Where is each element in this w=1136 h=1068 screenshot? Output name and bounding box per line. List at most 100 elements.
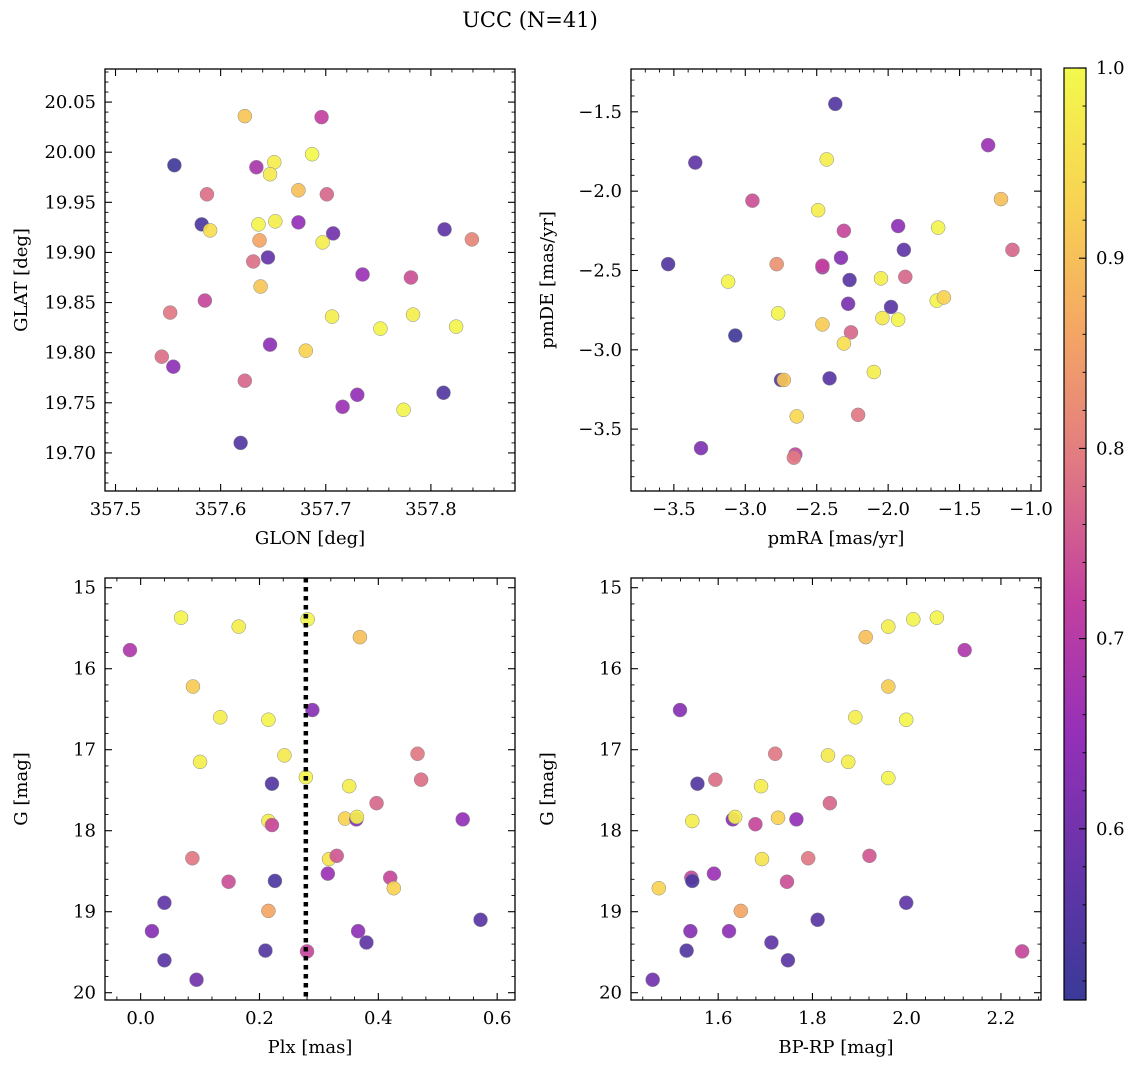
data-point — [645, 972, 660, 988]
data-point — [890, 218, 906, 234]
data-point — [251, 217, 266, 232]
data-point — [660, 256, 676, 272]
data-point — [352, 629, 368, 645]
data-point — [144, 923, 160, 939]
colorbar: 0.6 0.7 0.8 0.9 1.0 — [1063, 58, 1125, 1001]
data-point — [185, 679, 201, 694]
data-point — [261, 903, 276, 919]
y-tick-label: −2.0 — [578, 181, 622, 202]
data-point — [213, 710, 228, 725]
data-point — [679, 943, 694, 958]
data-point — [291, 183, 306, 198]
data-point — [298, 343, 314, 358]
y-axis-label: GLAT [deg] — [11, 228, 32, 332]
data-point — [836, 223, 852, 239]
data-point — [862, 848, 877, 864]
data-point — [260, 250, 276, 265]
data-point — [386, 880, 402, 896]
data-point — [800, 851, 816, 866]
data-point — [721, 923, 737, 939]
data-point — [262, 166, 278, 182]
data-point — [237, 373, 253, 388]
data-point — [890, 312, 906, 327]
data-point — [167, 157, 182, 173]
data-point — [396, 402, 411, 418]
data-point — [264, 776, 280, 791]
data-point — [473, 912, 488, 928]
data-point — [249, 159, 264, 175]
y-tick-label: 19.90 — [44, 242, 96, 263]
colorbar-tick-label: 1.0 — [1096, 58, 1125, 79]
data-point — [672, 702, 688, 718]
x-tick-label: 357.6 — [195, 499, 247, 520]
y-tick-label: 20.05 — [44, 92, 96, 113]
data-point — [843, 325, 859, 340]
data-point — [264, 817, 280, 833]
data-point — [929, 610, 945, 625]
data-point — [786, 450, 802, 465]
y-tick-label: −3.5 — [578, 419, 622, 440]
data-point — [157, 953, 172, 968]
colorbar-tick-label: 0.8 — [1096, 438, 1125, 459]
panel-plx-g: 0.0 0.2 0.4 0.6 15 16 17 18 19 20 Plx [mas] G [mag] — [11, 577, 516, 1058]
data-point — [185, 851, 200, 866]
data-point — [769, 256, 784, 272]
data-layer — [645, 610, 1030, 988]
data-point — [875, 310, 890, 326]
figure-title: UCC (N=41) — [462, 8, 598, 32]
data-point — [706, 866, 722, 881]
data-point — [780, 953, 796, 968]
data-point — [745, 193, 760, 208]
data-point — [883, 299, 899, 315]
data-point — [842, 272, 857, 288]
x-tick-label: −1.5 — [938, 499, 982, 520]
data-point — [898, 712, 914, 727]
data-point — [789, 812, 804, 827]
y-tick-label: 20 — [73, 983, 96, 1004]
data-point — [197, 293, 213, 308]
data-point — [436, 385, 451, 401]
data-point — [258, 943, 273, 958]
data-point — [335, 399, 350, 415]
data-point — [881, 770, 896, 786]
panel-glon-glat: 357.5 357.6 357.7 357.8 19.70 19.75 19.80 19.85… — [11, 68, 516, 549]
data-point — [268, 214, 283, 229]
y-tick-label: 19 — [73, 902, 96, 923]
data-point — [320, 866, 336, 881]
y-tick-label: 16 — [73, 659, 96, 680]
data-point — [836, 336, 852, 351]
x-tick-label: 0.2 — [245, 1008, 274, 1029]
data-point — [166, 359, 181, 374]
data-point — [173, 610, 189, 625]
data-layer — [660, 96, 1020, 465]
data-point — [349, 809, 365, 825]
y-tick-label: 20 — [599, 983, 622, 1004]
colorbar-tick-label: 0.9 — [1096, 248, 1125, 269]
data-point — [850, 407, 866, 423]
data-point — [688, 155, 703, 170]
axes-frame — [630, 577, 1042, 1001]
data-point — [350, 387, 365, 403]
data-point — [685, 873, 700, 889]
y-tick-label: −1.5 — [578, 102, 622, 123]
data-point — [245, 254, 261, 269]
data-point — [253, 279, 268, 294]
data-point — [906, 612, 921, 627]
data-point — [192, 754, 208, 770]
data-point — [770, 810, 786, 826]
x-tick-label: 357.8 — [405, 499, 457, 520]
data-point — [866, 364, 882, 380]
x-tick-label: 357.7 — [300, 499, 352, 520]
data-point — [252, 233, 267, 248]
data-point — [405, 307, 421, 322]
data-point — [727, 809, 743, 825]
data-point — [936, 290, 952, 305]
data-point — [822, 795, 838, 811]
data-layer — [154, 108, 480, 451]
data-point — [189, 972, 204, 988]
x-axis-label: pmRA [mas/yr] — [768, 528, 905, 549]
data-point — [315, 235, 330, 250]
data-point — [819, 152, 834, 167]
data-point — [231, 619, 246, 634]
